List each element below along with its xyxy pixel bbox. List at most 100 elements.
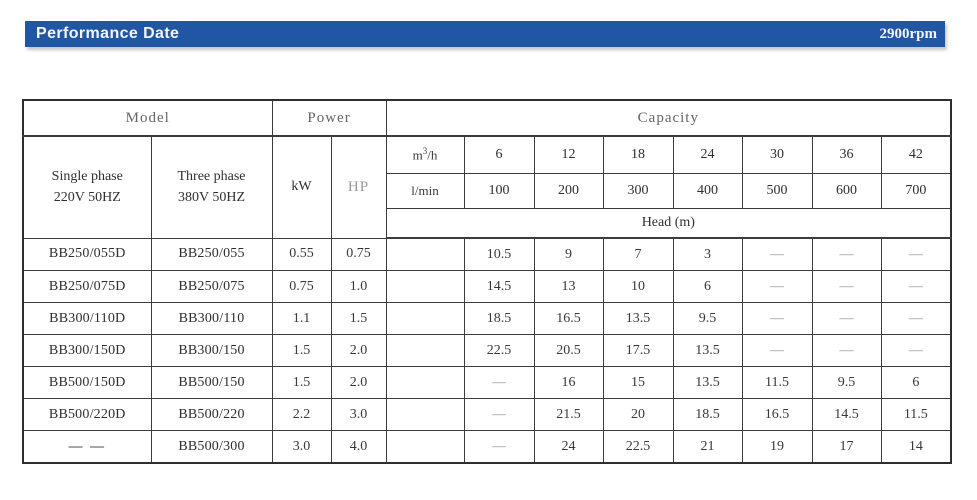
hp-header: HP [330,135,387,239]
m3h-value: 18 [602,135,674,174]
table-row: BB300/110D BB300/110 1.1 1.5 18.5 16.5 1… [22,302,952,335]
head-value: 16.5 [533,302,604,335]
table-row: — — BB500/300 3.0 4.0 — 24 22.5 21 19 17… [22,430,952,464]
head-value: 7 [602,237,674,271]
head-value: — [463,430,535,464]
lmin-value: 100 [463,173,535,209]
head-value: 9.5 [672,302,743,335]
head-value: — [741,302,813,335]
kw-value: 0.55 [271,237,332,271]
head-value: — [811,237,882,271]
flow-lmin-row: l/min 100 200 300 400 500 600 700 [23,173,952,209]
flow-unit-m3h: m3/h [385,135,465,174]
model-group-header: Model [22,99,273,137]
head-value: 6 [672,270,743,303]
head-value: 14.5 [811,398,882,431]
lmin-value: 600 [811,173,882,209]
head-value: 13.5 [672,366,743,399]
unit-cell-empty [385,366,465,399]
model-single-phase: BB250/075D [22,270,152,303]
m3h-value: 6 [463,135,535,174]
head-value: 3 [672,237,743,271]
hp-value: 4.0 [330,430,387,464]
hp-value: 2.0 [330,334,387,367]
head-value: — [463,366,535,399]
head-value: — [741,237,813,271]
lmin-value: 700 [880,173,952,209]
head-value: 15 [602,366,674,399]
kw-value: 3.0 [271,430,332,464]
kw-value: 1.5 [271,334,332,367]
model-single-phase: — — [22,430,152,464]
hp-value: 1.5 [330,302,387,335]
head-value: — [811,302,882,335]
hp-value: 1.0 [330,270,387,303]
table-row: BB250/075D BB250/075 0.75 1.0 14.5 13 10… [22,270,952,303]
head-m-label: Head (m) [385,208,952,239]
m3h-value: 30 [741,135,813,174]
head-value: — [880,237,952,271]
kw-value: 0.75 [271,270,332,303]
head-value: 14 [880,430,952,464]
model-three-phase: BB250/055 [150,237,273,271]
m3h-value: 12 [533,135,604,174]
head-value: 10 [602,270,674,303]
three-phase-line2: 380V 50HZ [177,190,246,206]
lmin-value: 400 [672,173,743,209]
head-value: — [880,270,952,303]
model-three-phase: BB250/075 [150,270,273,303]
table-row: BB500/150D BB500/150 1.5 2.0 — 16 15 13.… [22,366,952,399]
page-title: Performance Date [36,25,180,42]
single-phase-header: Single phase 220V 50HZ [22,135,152,239]
lmin-value: 200 [533,173,604,209]
head-value: 17.5 [602,334,674,367]
unit-cell-empty [385,237,465,271]
hp-value: 0.75 [330,237,387,271]
model-three-phase: BB500/220 [150,398,273,431]
model-three-phase: BB300/110 [150,302,273,335]
unit-cell-empty [385,334,465,367]
table-row: BB500/220D BB500/220 2.2 3.0 — 21.5 20 1… [22,398,952,431]
head-value: 6 [880,366,952,399]
kw-value: 1.1 [271,302,332,335]
model-single-phase: BB300/150D [22,334,152,367]
head-value: 19 [741,430,813,464]
table-row: BB300/150D BB300/150 1.5 2.0 22.5 20.5 1… [22,334,952,367]
kw-header: kW [271,135,332,239]
m3h-value: 36 [811,135,882,174]
head-value: 11.5 [741,366,813,399]
head-value: 20.5 [533,334,604,367]
head-value: 22.5 [463,334,535,367]
flow-unit-lmin: l/min [385,173,465,209]
head-value: 13 [533,270,604,303]
unit-cell-empty [385,302,465,335]
capacity-group-header: Capacity [385,99,952,137]
m3h-value: 24 [672,135,743,174]
head-value: 21 [672,430,743,464]
head-value: 13.5 [672,334,743,367]
kw-value: 1.5 [271,366,332,399]
unit-cell-empty [385,430,465,464]
model-three-phase: BB500/300 [150,430,273,464]
head-value: — [811,270,882,303]
rpm-badge: 2900rpm [879,25,938,42]
model-single-phase: BB250/055D [22,237,152,271]
three-phase-line1: Three phase [177,169,246,185]
model-three-phase: BB300/150 [150,334,273,367]
power-group-header: Power [271,99,387,137]
head-value: — [741,270,813,303]
hp-value: 3.0 [330,398,387,431]
single-phase-line2: 220V 50HZ [53,190,121,206]
table-group-header-row: Model Power Capacity [22,99,952,137]
lmin-value: 300 [602,173,674,209]
head-value: — [463,398,535,431]
head-value: 16 [533,366,604,399]
head-value: 20 [602,398,674,431]
head-value: 16.5 [741,398,813,431]
head-value: 9.5 [811,366,882,399]
head-value: — [811,334,882,367]
head-value: 14.5 [463,270,535,303]
model-single-phase: BB500/150D [22,366,152,399]
unit-cell-empty [385,398,465,431]
head-value: — [880,302,952,335]
